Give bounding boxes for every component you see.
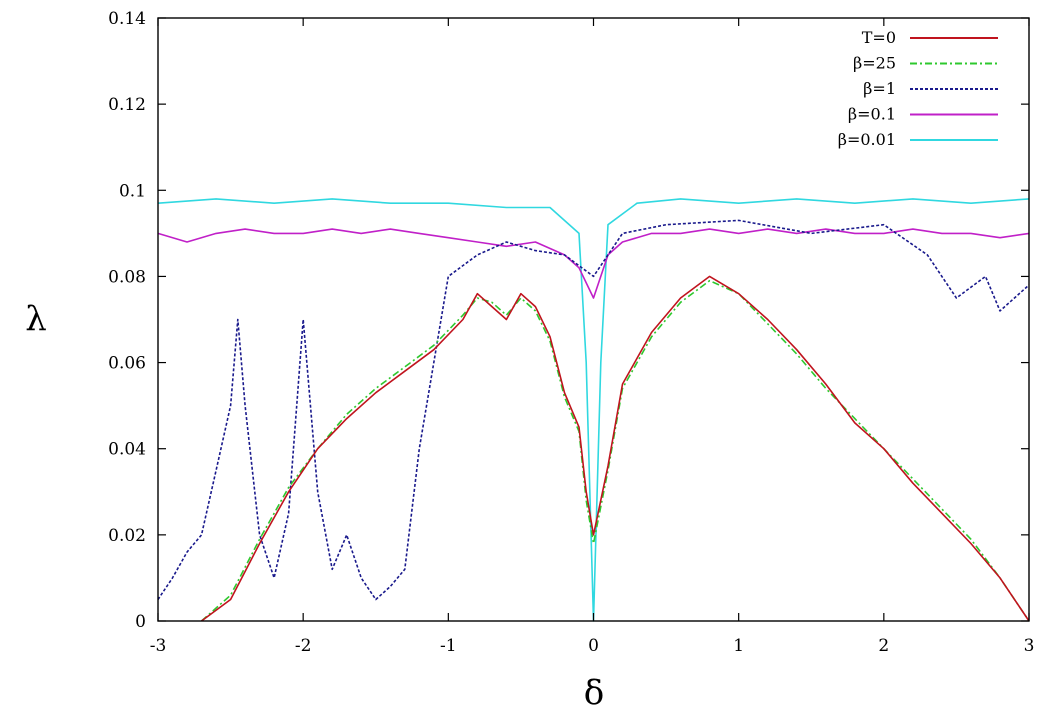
legend-label: β=0.01 xyxy=(838,130,896,149)
y-tick-label: 0.08 xyxy=(108,267,146,287)
y-tick-label: 0.02 xyxy=(108,526,146,546)
series-line xyxy=(157,219,1030,601)
y-tick-label: 0.14 xyxy=(108,9,146,29)
y-tick-label: 0.06 xyxy=(108,354,146,374)
x-tick-label: -2 xyxy=(295,636,312,656)
x-tick-label: 0 xyxy=(588,636,599,656)
legend-label: β=25 xyxy=(853,54,896,73)
x-tick-label: 1 xyxy=(733,636,744,656)
ticks-layer: -3 -2 -1 0 1 2 3 0 0.02 0.04 0.06 0.08 0.1 0.12 0.14 xyxy=(108,9,1034,656)
y-tick-label: 0.1 xyxy=(119,181,146,201)
legend-label: T=0 xyxy=(862,28,896,47)
series-line xyxy=(201,275,1030,622)
x-axis-title: δ xyxy=(584,673,604,713)
legend: T=0 β=25 β=1 β=0.1 β=0.01 xyxy=(838,28,998,149)
x-tick-label: 2 xyxy=(878,636,889,656)
y-tick-label: 0.12 xyxy=(108,95,146,115)
series-layer xyxy=(157,198,1030,622)
x-tick-label: -3 xyxy=(150,636,167,656)
y-tick-label: 0 xyxy=(135,612,146,632)
series-line xyxy=(157,228,1030,299)
y-axis-title: λ xyxy=(25,299,47,339)
legend-label: β=1 xyxy=(863,79,896,98)
x-tick-label: 3 xyxy=(1024,636,1035,656)
x-tick-label: -1 xyxy=(440,636,457,656)
y-tick-label: 0.04 xyxy=(108,440,146,460)
legend-label: β=0.1 xyxy=(848,105,896,124)
